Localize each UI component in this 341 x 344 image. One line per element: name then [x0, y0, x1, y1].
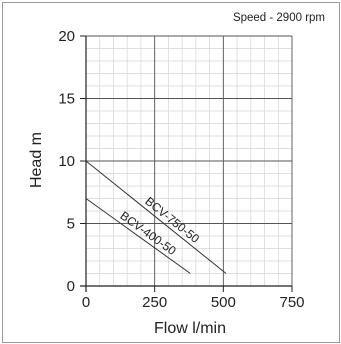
x-tick-label: 750 — [279, 294, 304, 311]
x-axis-title: Flow l/min — [154, 320, 226, 337]
x-tick-label: 500 — [211, 294, 236, 311]
y-axis-title: Head m — [28, 132, 45, 188]
y-tick-label: 5 — [67, 216, 75, 233]
x-tick-label: 250 — [142, 294, 167, 311]
y-tick-label: 20 — [58, 28, 75, 45]
curve-bcv-400-50 — [85, 198, 191, 274]
tick-labels: 0 250 500 750 0 5 10 15 20 — [58, 28, 304, 311]
y-tick-label: 15 — [58, 91, 75, 108]
y-tick-label: 10 — [58, 153, 75, 170]
speed-annotation: Speed - 2900 rpm — [233, 12, 325, 24]
axes — [80, 35, 293, 292]
x-tick-label: 0 — [82, 294, 90, 311]
y-tick-label: 0 — [67, 278, 75, 295]
curve-bcv-750-50 — [85, 160, 227, 274]
